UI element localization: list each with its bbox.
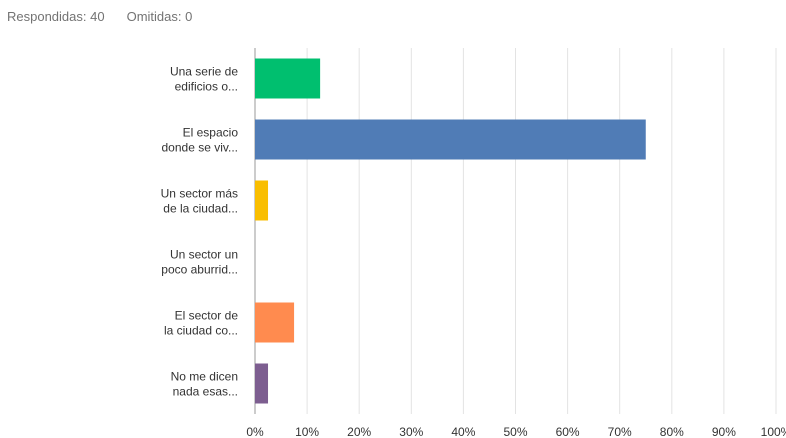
category-label: El sector de la ciudad co... <box>164 309 238 338</box>
tick-labels: 0% 10% 20% 30% 40% 50% 60% 70% 80% 90% 100% <box>246 425 786 438</box>
category-label: Un sector más de la ciudad... <box>161 187 238 216</box>
tick-label: 20% <box>347 425 371 438</box>
bar[interactable] <box>255 302 295 343</box>
tick-label: 30% <box>399 425 423 438</box>
tick-label: 40% <box>451 425 475 438</box>
category-labels: Una serie de edificios o... El espacio dond… <box>161 65 239 399</box>
tick-label: 70% <box>608 425 632 438</box>
response-summary: Respondidas: 40 Omitidas: 0 <box>7 9 192 24</box>
tick-label: 60% <box>556 425 580 438</box>
tick-label: 10% <box>295 425 319 438</box>
category-label: Una serie de edificios o... <box>170 65 238 94</box>
tick-label: 50% <box>503 425 527 438</box>
category-label: Un sector un poco aburrid... <box>161 248 238 277</box>
category-label: No me dicen nada esas... <box>171 370 238 399</box>
category-label: El espacio donde se viv... <box>162 126 239 155</box>
tick-label: 80% <box>660 425 684 438</box>
tick-label: 90% <box>712 425 736 438</box>
tick-label: 0% <box>246 425 264 438</box>
bar[interactable] <box>255 180 269 221</box>
bars <box>255 58 646 404</box>
tick-label: 100% <box>761 425 786 438</box>
bar[interactable] <box>255 119 646 160</box>
bar[interactable] <box>255 58 321 99</box>
answered-count: Respondidas: 40 <box>7 9 105 24</box>
skipped-count: Omitidas: 0 <box>126 9 193 24</box>
gridlines <box>254 48 777 414</box>
bar[interactable] <box>255 363 269 404</box>
